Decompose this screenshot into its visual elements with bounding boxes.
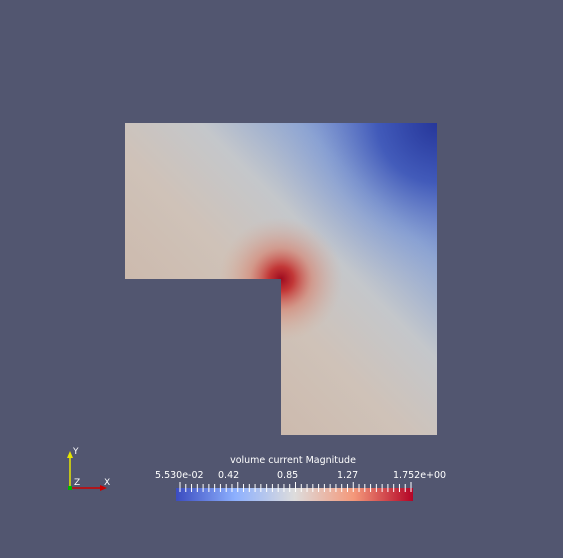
l-shaped-domain (125, 123, 437, 435)
colorbar-tick-max: 1.752e+00 (393, 470, 447, 481)
x-axis-arrow (100, 485, 107, 491)
axis-label-z: Z (74, 478, 81, 488)
colorbar-tick-min: 5.530e-02 (155, 470, 204, 481)
y-axis-arrow (67, 451, 73, 458)
colorbar-gradient (176, 488, 413, 501)
colorbar-ticks (179, 482, 412, 492)
colorbar-tick-2: 0.42 (218, 470, 240, 481)
colorbar-tick-3: 0.85 (277, 470, 299, 481)
axis-label-x: X (104, 478, 111, 488)
colorbar-tick-4: 1.27 (337, 470, 359, 481)
z-axis-marker (68, 486, 72, 490)
axis-label-y: Y (73, 447, 79, 457)
colorbar-title: volume current Magnitude (230, 455, 356, 466)
orientation-axes[interactable] (67, 451, 107, 491)
colorbar (176, 482, 413, 501)
